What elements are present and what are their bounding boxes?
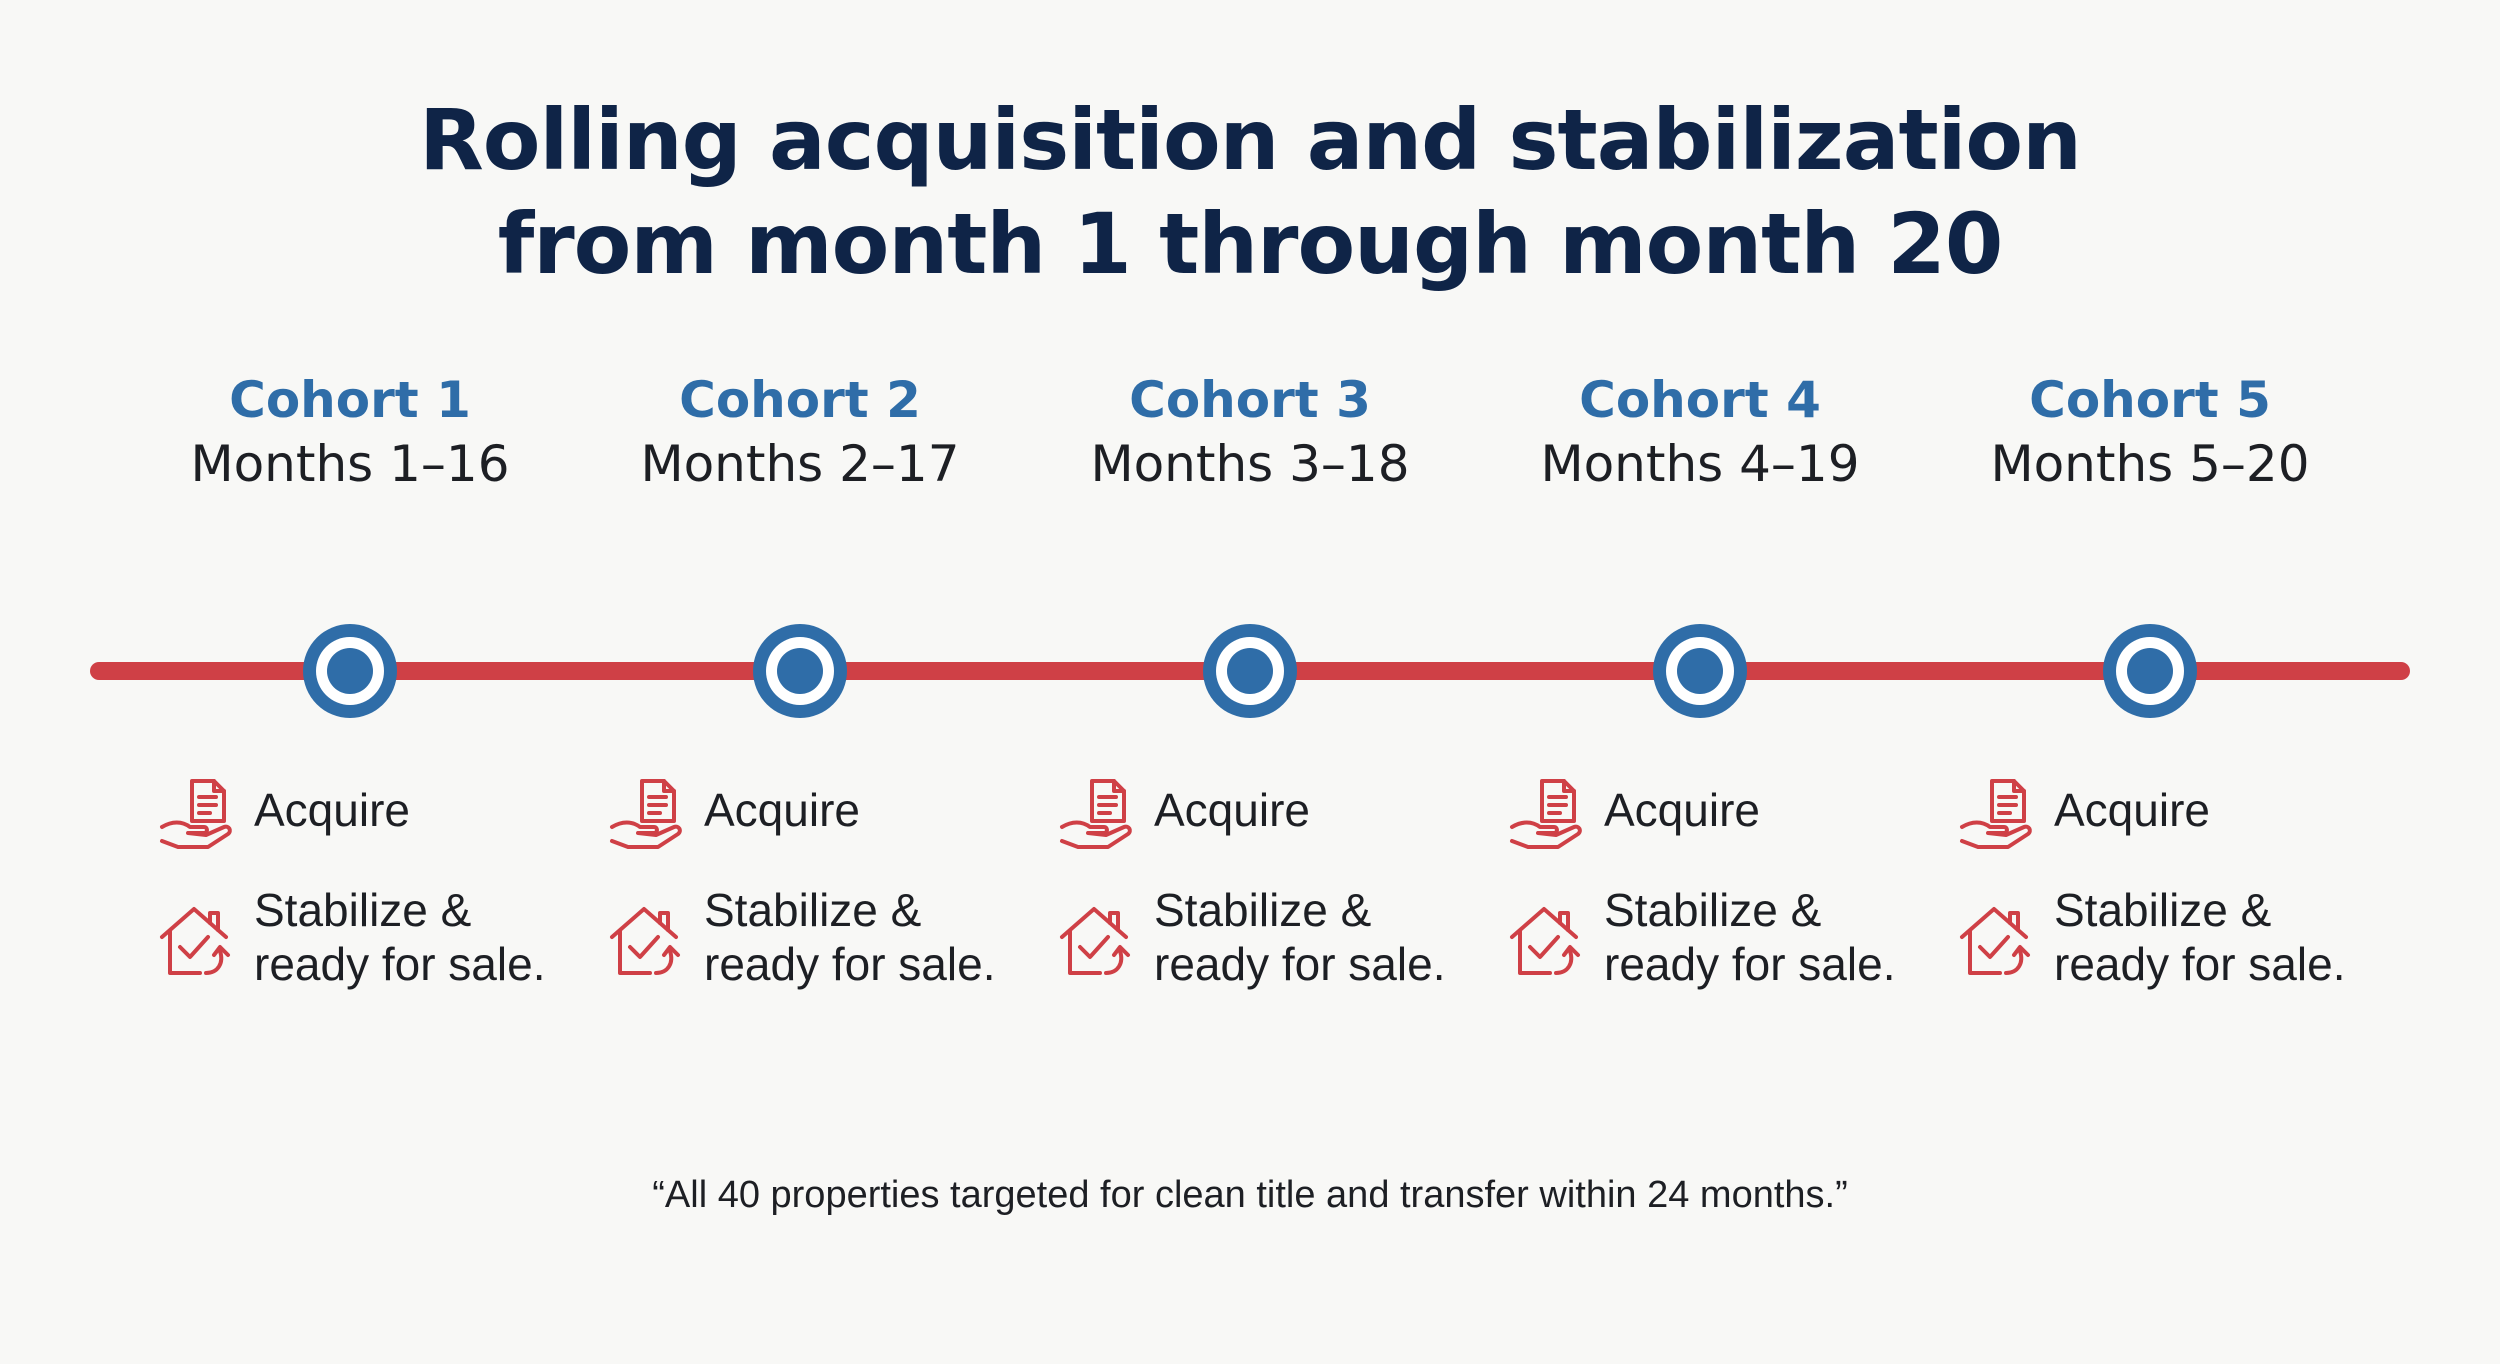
cohort-months: Months 4–19 xyxy=(1540,435,1860,493)
stabilize-label: Stabilize & ready for sale. xyxy=(1604,883,1938,991)
stabilize-label-line-2: ready for sale. xyxy=(254,938,546,990)
acquire-label: Acquire xyxy=(254,784,410,836)
stabilize-label-line-1: Stabilize & xyxy=(2054,884,2272,936)
cohort-5-header: Cohort 5 Months 5–20 xyxy=(1920,368,2380,496)
cohort-4-header: Cohort 4 Months 4–19 xyxy=(1470,368,1930,496)
stabilize-label-line-1: Stabilize & xyxy=(254,884,472,936)
stabilize-label-line-2: ready for sale. xyxy=(704,938,996,990)
cohort-name: Cohort 5 xyxy=(2029,371,2271,429)
stabilize-label-line-1: Stabilize & xyxy=(1604,884,1822,936)
document-in-hand-icon xyxy=(1060,779,1132,849)
cohort-3-header: Cohort 3 Months 3–18 xyxy=(1020,368,1480,496)
cohort-3-milestone-marker xyxy=(1203,624,1297,718)
house-check-icon xyxy=(1960,907,2030,975)
cohort-1-header: Cohort 1 Months 1–16 xyxy=(120,368,580,496)
cohort-months: Months 5–20 xyxy=(1990,435,2310,493)
stabilize-label-line-2: ready for sale. xyxy=(1154,938,1446,990)
acquire-label: Acquire xyxy=(2054,784,2210,836)
stabilize-label-line-1: Stabilize & xyxy=(704,884,922,936)
document-in-hand-icon xyxy=(1960,779,2032,849)
stabilize-label-line-2: ready for sale. xyxy=(1604,938,1896,990)
document-in-hand-icon xyxy=(1510,779,1582,849)
title-line-1: Rolling acquisition and stabilization xyxy=(419,91,2082,189)
house-check-icon xyxy=(610,907,680,975)
house-check-icon xyxy=(1510,907,1580,975)
cohort-name: Cohort 1 xyxy=(229,371,471,429)
page-title: Rolling acquisition and stabilization fr… xyxy=(0,88,2500,296)
house-check-icon xyxy=(1060,907,1130,975)
cohort-name: Cohort 2 xyxy=(679,371,921,429)
stabilize-label-line-1: Stabilize & xyxy=(1154,884,1372,936)
stabilize-label: Stabilize & ready for sale. xyxy=(1154,883,1488,991)
stabilize-label: Stabilize & ready for sale. xyxy=(2054,883,2388,991)
cohort-2-milestone-marker xyxy=(753,624,847,718)
document-in-hand-icon xyxy=(160,779,232,849)
acquire-label: Acquire xyxy=(704,784,860,836)
cohort-4-milestone-marker xyxy=(1653,624,1747,718)
cohort-months: Months 1–16 xyxy=(190,435,510,493)
stabilize-label-line-2: ready for sale. xyxy=(2054,938,2346,990)
cohort-months: Months 2–17 xyxy=(640,435,960,493)
acquire-label: Acquire xyxy=(1604,784,1760,836)
stabilize-label: Stabilize & ready for sale. xyxy=(254,883,588,991)
cohort-months: Months 3–18 xyxy=(1090,435,1410,493)
cohort-name: Cohort 4 xyxy=(1579,371,1821,429)
stabilize-label: Stabilize & ready for sale. xyxy=(704,883,1038,991)
cohort-5-milestone-marker xyxy=(2103,624,2197,718)
house-check-icon xyxy=(160,907,230,975)
acquire-label: Acquire xyxy=(1154,784,1310,836)
document-in-hand-icon xyxy=(610,779,682,849)
cohort-1-milestone-marker xyxy=(303,624,397,718)
footnote: “All 40 properties targeted for clean ti… xyxy=(652,1174,1848,1216)
cohort-name: Cohort 3 xyxy=(1129,371,1371,429)
title-line-2: from month 1 through month 20 xyxy=(497,195,2004,293)
cohort-2-header: Cohort 2 Months 2–17 xyxy=(570,368,1030,496)
